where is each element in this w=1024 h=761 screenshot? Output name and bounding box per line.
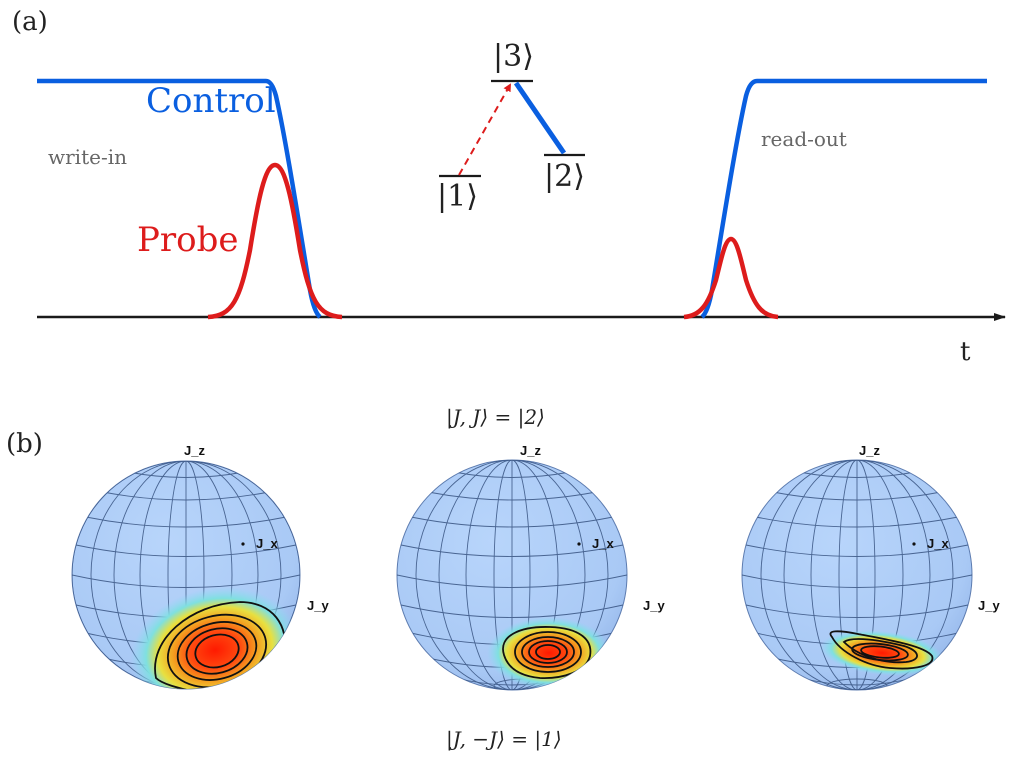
- husimi-distribution: [487, 617, 611, 689]
- axis-jx-label: J_x: [927, 536, 949, 551]
- axis-jz-label: J_z: [520, 443, 541, 458]
- axis-jx-label: J_x: [592, 536, 614, 551]
- probe-pulse-read: [683, 236, 779, 320]
- bloch-sphere-1: J_z J_x J_y: [71, 443, 329, 690]
- level-3-label: |3⟩: [493, 39, 534, 74]
- axis-jy-label: J_y: [978, 598, 1000, 613]
- panel-b-label: (b): [6, 429, 43, 459]
- axis-jy-label: J_y: [307, 598, 329, 613]
- level-2-label: |2⟩: [544, 159, 585, 194]
- probe-pulse-write: [207, 162, 343, 320]
- bloch-sphere-3: J_z J_x J_y: [741, 443, 1000, 691]
- write-in-label: write-in: [48, 145, 127, 169]
- axis-jz-label: J_z: [184, 443, 205, 458]
- jx-marker: [912, 542, 916, 546]
- husimi-distribution: [820, 630, 944, 676]
- axis-jx-label: J_x: [256, 536, 278, 551]
- control-pulse-read: [700, 78, 987, 319]
- control-transition: [513, 81, 567, 155]
- panel-a-label: (a): [12, 7, 48, 37]
- top-state-label: |J, J⟩ = |2⟩: [446, 405, 545, 430]
- control-label: Control: [146, 81, 276, 121]
- axis-jz-label: J_z: [859, 443, 880, 458]
- jx-marker: [241, 542, 245, 546]
- level-1-label: |1⟩: [437, 179, 478, 214]
- time-axis-label: t: [960, 337, 971, 367]
- axis-jy-label: J_y: [643, 598, 665, 613]
- bloch-sphere-2: J_z J_x J_y: [396, 443, 665, 691]
- panel-a: (a) t Control Probe write-in read-out |3…: [12, 7, 1006, 367]
- control-pulse-write: [37, 78, 322, 319]
- panel-b: (b) |J, J⟩ = |2⟩ |J, −J⟩ = |1⟩: [6, 405, 1000, 752]
- probe-transition: [458, 83, 511, 176]
- level-diagram: |3⟩ |1⟩ |2⟩: [437, 39, 585, 214]
- bottom-state-label: |J, −J⟩ = |1⟩: [446, 727, 562, 752]
- jx-marker: [577, 542, 581, 546]
- read-out-label: read-out: [761, 127, 847, 151]
- probe-label: Probe: [137, 220, 239, 260]
